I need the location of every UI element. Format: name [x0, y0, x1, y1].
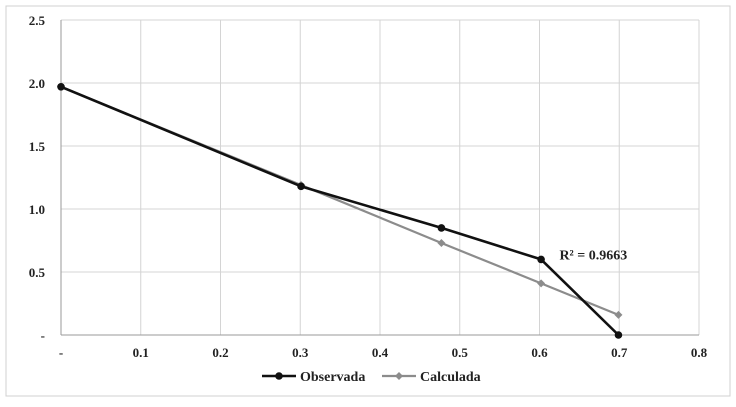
- legend-item-observada: Observada: [262, 370, 365, 385]
- x-tick-label: 0.3: [292, 345, 309, 360]
- y-tick-label: -: [41, 328, 45, 343]
- annotations: R² = 0.9663: [559, 248, 627, 263]
- data-point: [537, 279, 546, 288]
- chart-frame: [5, 5, 731, 397]
- x-tick-label: 0.7: [611, 345, 628, 360]
- x-tick-label: 0.1: [133, 345, 149, 360]
- y-tick-label: 0.5: [29, 265, 46, 280]
- legend-marker: [395, 372, 403, 380]
- data-point: [297, 182, 305, 191]
- data-point: [57, 82, 65, 91]
- legend-marker: [275, 372, 283, 380]
- y-tick-label: 2.0: [29, 76, 45, 91]
- x-tick-label: 0.5: [452, 345, 469, 360]
- x-tick-label: -: [59, 345, 63, 360]
- legend-label: Observada: [300, 370, 365, 385]
- r-squared-annotation: R² = 0.9663: [559, 248, 627, 263]
- axes: [60, 20, 699, 336]
- data-point: [614, 310, 623, 319]
- x-tick-label: 0.6: [531, 345, 548, 360]
- grid-lines: [61, 19, 700, 335]
- data-point: [437, 224, 446, 232]
- legend: Observada Calculada: [262, 370, 481, 385]
- y-tick-label: 1.0: [29, 202, 45, 217]
- legend-label: Calculada: [420, 370, 481, 385]
- x-tick-label: 0.2: [212, 345, 228, 360]
- x-tick-label: 0.8: [691, 345, 708, 360]
- data-point: [437, 239, 446, 248]
- y-tick-label: 1.5: [29, 139, 46, 154]
- data-point: [614, 331, 623, 339]
- data-series: [57, 82, 623, 339]
- y-tick-label: 2.5: [29, 13, 46, 28]
- series-observada: [57, 82, 623, 339]
- data-point: [537, 255, 545, 264]
- tick-labels: - 0.1 0.2 0.3 0.4 0.5 0.6 0.7 0.8 - 0.5 1.0 1.5 2.0 2.…: [29, 13, 708, 360]
- legend-item-calculada: Calculada: [382, 370, 481, 385]
- x-tick-label: 0.4: [372, 345, 389, 360]
